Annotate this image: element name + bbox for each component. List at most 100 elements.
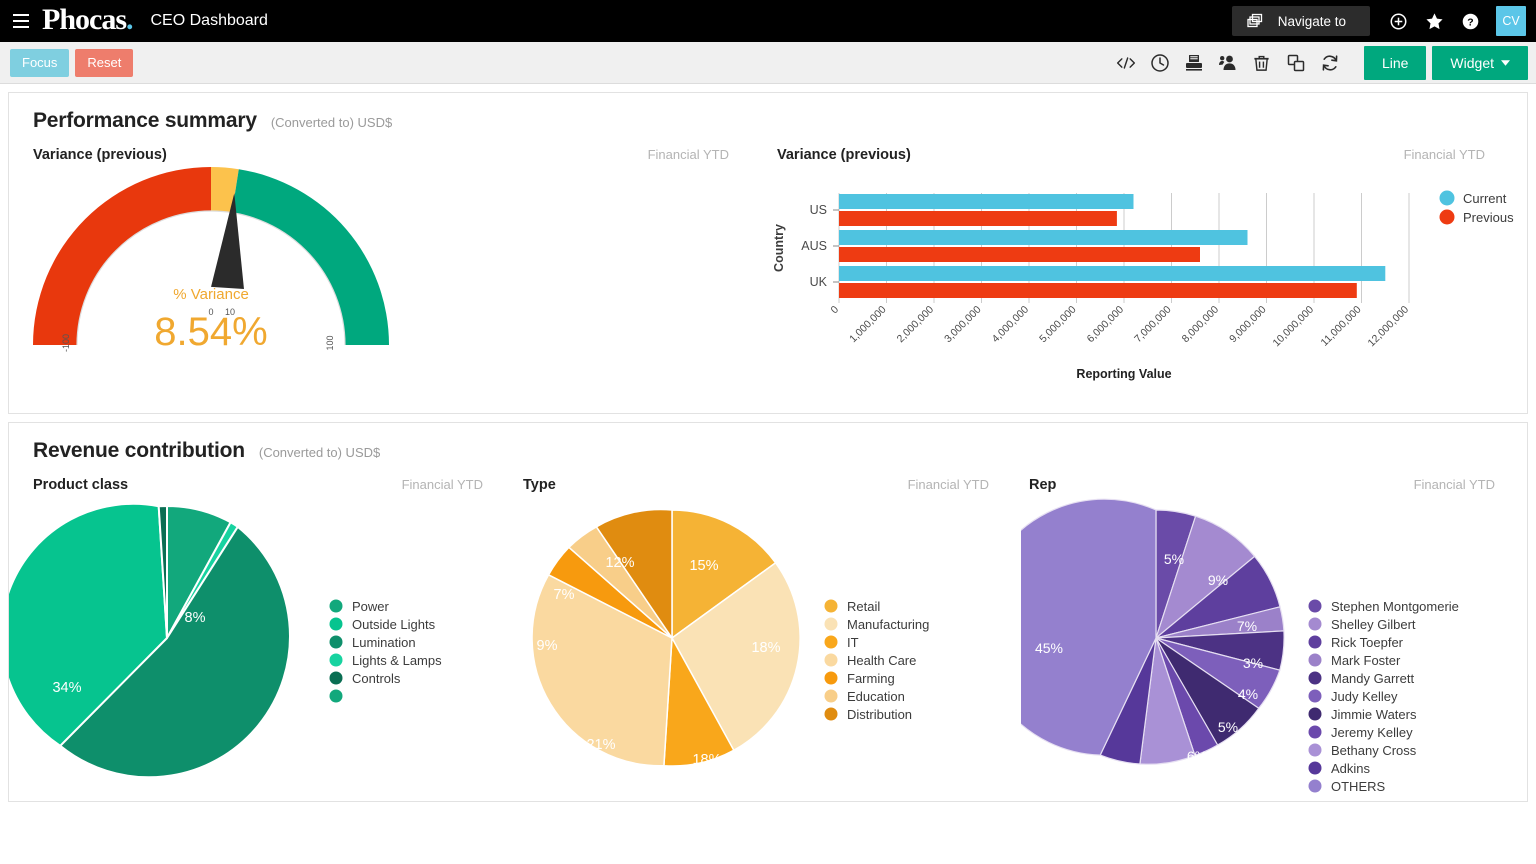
pie-slice-outside-lights[interactable] xyxy=(58,525,291,779)
focus-button[interactable]: Focus xyxy=(10,48,70,77)
svg-text:1,000,000: 1,000,000 xyxy=(847,304,889,346)
bar-us-current[interactable] xyxy=(839,194,1134,209)
reset-button[interactable]: Reset xyxy=(75,48,134,77)
legend-dot-other xyxy=(329,689,343,703)
legend-label-mark-foster[interactable]: Mark Foster xyxy=(1331,653,1401,668)
legend-label-education[interactable]: Education xyxy=(847,689,905,704)
share-user-icon[interactable] xyxy=(1218,53,1238,73)
pie-value-manufacturing: 18% xyxy=(751,640,780,656)
star-icon[interactable] xyxy=(1424,11,1444,31)
line-button[interactable]: Line xyxy=(1363,45,1427,80)
legend-label-manufacturing[interactable]: Manufacturing xyxy=(847,617,929,632)
pie-chart-product-class[interactable]: 8% 56% 34% Power Outside Lights Luminati… xyxy=(9,493,515,793)
avatar[interactable]: CV xyxy=(1496,6,1526,36)
pie-slice-lumination[interactable] xyxy=(9,502,169,748)
widget-bar-variance[interactable]: Variance (previous) Financial YTD xyxy=(769,133,1521,408)
widget-gauge-variance[interactable]: Variance (previous) Financial YTD xyxy=(9,133,769,408)
legend-label-jeremy-kelley[interactable]: Jeremy Kelley xyxy=(1331,725,1413,740)
legend-label-shelley-gilbert[interactable]: Shelley Gilbert xyxy=(1331,617,1416,632)
bar-aus-previous[interactable] xyxy=(839,247,1200,262)
gauge-chart[interactable]: 0 10 -100 100 % Variance 8.54% xyxy=(9,163,769,393)
code-icon[interactable] xyxy=(1116,53,1136,73)
bar-ylabel-aus: AUS xyxy=(801,239,827,253)
widget-header: Type Financial YTD xyxy=(515,463,1021,493)
legend-label-retail[interactable]: Retail xyxy=(847,599,880,614)
pie-value-mark: 3% xyxy=(1243,655,1263,671)
pie-slice-distribution[interactable] xyxy=(595,508,673,641)
top-icon-group: ? xyxy=(1388,11,1480,31)
legend-label-lumination[interactable]: Lumination xyxy=(352,635,416,650)
refresh-icon[interactable] xyxy=(1320,53,1340,73)
widget-period: Financial YTD xyxy=(1413,477,1495,492)
legend-label-judy-kelley[interactable]: Judy Kelley xyxy=(1331,689,1398,704)
svg-text:7,000,000: 7,000,000 xyxy=(1132,304,1174,346)
legend-label-previous[interactable]: Previous xyxy=(1463,210,1514,225)
pie-slice-others[interactable] xyxy=(1021,498,1157,756)
gauge-needle xyxy=(211,193,244,289)
legend-label-it[interactable]: IT xyxy=(847,635,859,650)
pie-chart-type[interactable]: 15% 18% 18% 21% 9% 7% 12% Retail Manufac… xyxy=(515,493,1021,793)
widget-pie-type[interactable]: Type Financial YTD xyxy=(515,463,1021,793)
widget-pie-product-class[interactable]: Product class Financial YTD xyxy=(9,463,515,793)
trash-icon[interactable] xyxy=(1252,53,1272,73)
navigate-to-button[interactable]: Navigate to xyxy=(1231,6,1370,36)
widget-button-label: Widget xyxy=(1450,54,1494,71)
pie-legend-rep: Stephen Montgomerie Shelley Gilbert Rick… xyxy=(1308,599,1459,793)
widget-header: Variance (previous) Financial YTD xyxy=(769,133,1521,163)
pie-slice-retail[interactable] xyxy=(671,509,777,640)
legend-label-adkins[interactable]: Adkins xyxy=(1331,761,1371,776)
gauge-center-label: % Variance xyxy=(173,286,249,303)
widget-header: Rep Financial YTD xyxy=(1021,463,1527,493)
legend-label-mandy-garrett[interactable]: Mandy Garrett xyxy=(1331,671,1414,686)
bar-chart[interactable]: US AUS UK Country 0 1,000,000 2,000,000 … xyxy=(769,163,1521,408)
legend-label-jimmie-waters[interactable]: Jimmie Waters xyxy=(1331,707,1417,722)
legend-label-others[interactable]: OTHERS xyxy=(1331,779,1386,793)
pie-slice-health-care[interactable] xyxy=(531,573,673,767)
bar-uk-previous[interactable] xyxy=(839,283,1357,298)
pie-slice-controls[interactable] xyxy=(157,504,168,639)
widget-period: Financial YTD xyxy=(1403,147,1485,162)
card-header: Performance summary (Converted to) USD$ xyxy=(9,93,1527,133)
legend-label-farming[interactable]: Farming xyxy=(847,671,895,686)
line-button-label: Line xyxy=(1381,54,1409,71)
legend-dot-previous xyxy=(1439,209,1455,225)
legend-label-lights-lamps[interactable]: Lights & Lamps xyxy=(352,653,442,668)
clock-icon[interactable] xyxy=(1150,53,1170,73)
phocas-logo[interactable]: Phocas. xyxy=(42,5,133,35)
add-circle-icon[interactable] xyxy=(1388,11,1408,31)
widget-button[interactable]: Widget xyxy=(1432,45,1528,80)
pie-value-farming: 9% xyxy=(537,638,558,654)
legend-label-power[interactable]: Power xyxy=(352,599,390,614)
pie-chart-rep[interactable]: 5% 9% 7% 3% 4% 5% 6% 3% 6% 4% 45% Stephe… xyxy=(1021,493,1527,793)
legend-label-current[interactable]: Current xyxy=(1463,191,1507,206)
chevron-down-icon xyxy=(1501,59,1510,66)
card-subtitle: (Converted to) USD$ xyxy=(258,445,381,460)
bar-aus-current[interactable] xyxy=(839,230,1248,245)
legend-label-stephen-montgomerie[interactable]: Stephen Montgomerie xyxy=(1331,599,1459,614)
legend-dot-lights-lamps xyxy=(329,653,343,667)
svg-text:12,000,000: 12,000,000 xyxy=(1365,304,1411,350)
save-icon[interactable] xyxy=(1184,53,1204,73)
pie-slices-type xyxy=(531,508,801,767)
help-icon[interactable]: ? xyxy=(1460,11,1480,31)
copy-icon[interactable] xyxy=(1286,53,1306,73)
gauge-scale-arc xyxy=(76,210,346,346)
widget-title: Variance (previous) xyxy=(33,147,167,163)
pie-slices-product xyxy=(9,502,291,779)
widget-pie-rep[interactable]: Rep Financial YTD xyxy=(1021,463,1527,793)
legend-label-rick-toepfer[interactable]: Rick Toepfer xyxy=(1331,635,1404,650)
pie-slice-manufacturing[interactable] xyxy=(671,561,801,752)
hamburger-icon[interactable] xyxy=(10,10,32,32)
legend-label-health-care[interactable]: Health Care xyxy=(847,653,916,668)
legend-label-outside-lights[interactable]: Outside Lights xyxy=(352,617,436,632)
svg-text:10,000,000: 10,000,000 xyxy=(1270,304,1316,350)
legend-label-bethany-cross[interactable]: Bethany Cross xyxy=(1331,743,1417,758)
legend-dot-bethany-cross xyxy=(1308,743,1322,757)
widget-row-performance: Variance (previous) Financial YTD xyxy=(9,133,1527,408)
toolbar-icon-group xyxy=(1116,53,1340,73)
legend-label-controls[interactable]: Controls xyxy=(352,671,401,686)
legend-dot-adkins xyxy=(1308,761,1322,775)
bar-us-previous[interactable] xyxy=(839,211,1117,226)
bar-uk-current[interactable] xyxy=(839,266,1386,281)
legend-label-distribution[interactable]: Distribution xyxy=(847,707,912,722)
